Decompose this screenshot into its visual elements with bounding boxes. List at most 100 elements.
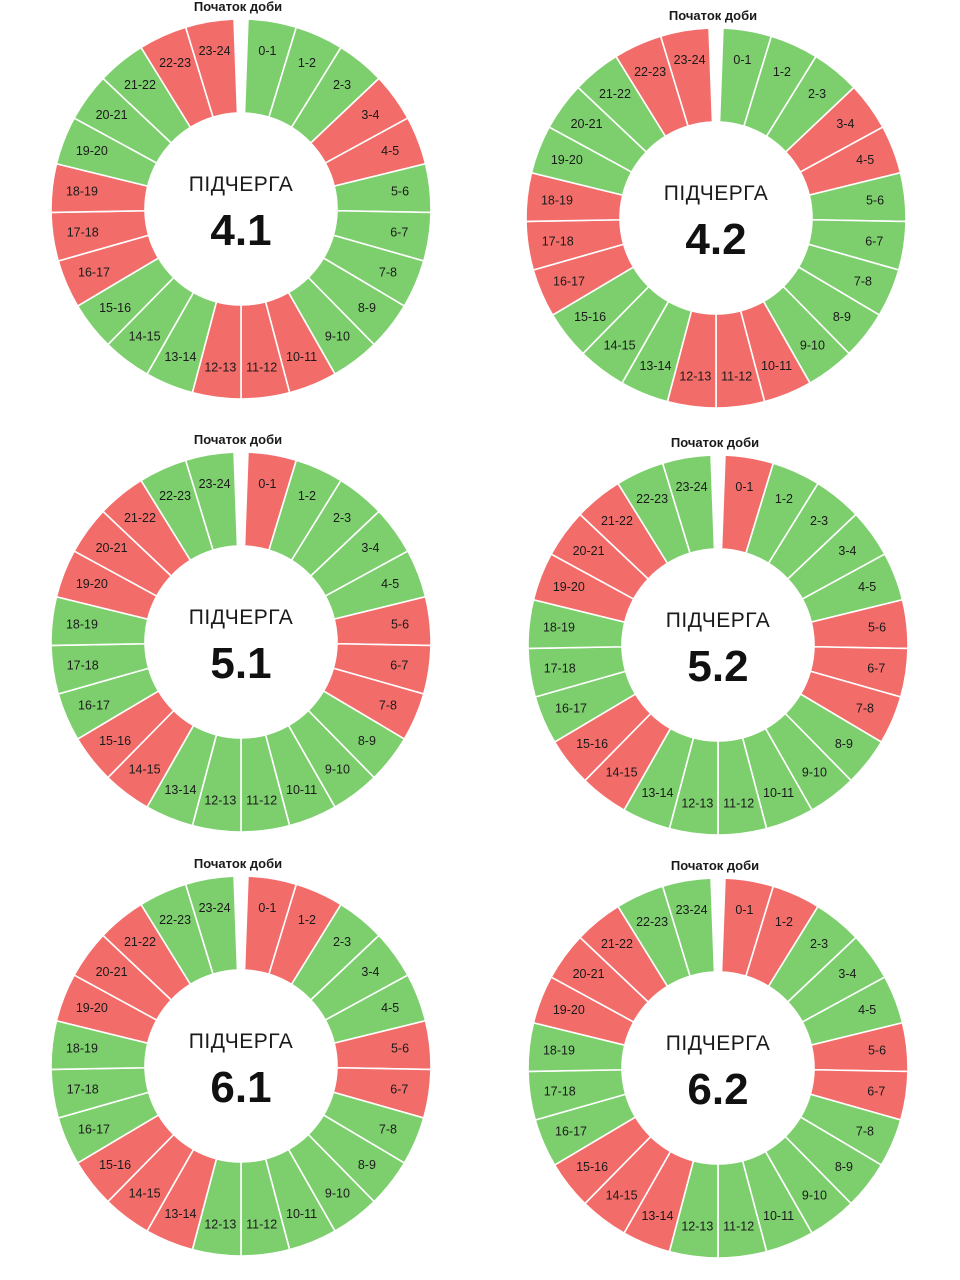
hour-label-5-2-23-24: 23-24: [676, 480, 708, 494]
hour-label-5-2-12-13: 12-13: [681, 797, 713, 811]
hour-label-4-2-6-7: 6-7: [865, 235, 883, 249]
hour-label-5-1-13-14: 13-14: [164, 783, 196, 797]
hour-label-5-2-3-4: 3-4: [838, 544, 856, 558]
donut-chart-4-2: 0-1 1-2 2-3 3-4 4-5 5-6 6-7 7-8 8-9 9-10 10-11 11-1…: [525, 8, 907, 409]
segment-5-1-23-24: [184, 451, 239, 552]
hour-label-6-1-14-15: 14-15: [129, 1187, 161, 1201]
hour-label-6-2-4-5: 4-5: [858, 1003, 876, 1017]
chart-panel-5-1: 0-1 1-2 2-3 3-4 4-5 5-6 6-7 7-8 8-9 9-10 10-11 11-1…: [0, 426, 480, 852]
hour-label-6-1-2-3: 2-3: [333, 935, 351, 949]
hour-label-6-2-0-1: 0-1: [735, 903, 753, 917]
hour-label-6-1-20-21: 20-21: [96, 965, 128, 979]
donut-chart-5-1: 0-1 1-2 2-3 3-4 4-5 5-6 6-7 7-8 8-9 9-10 10-11 11-1…: [50, 432, 432, 833]
hour-label-5-1-22-23: 22-23: [159, 489, 191, 503]
hour-label-4-1-12-13: 12-13: [204, 361, 236, 375]
hour-label-6-1-5-6: 5-6: [391, 1041, 409, 1055]
hour-label-5-2-7-8: 7-8: [856, 701, 874, 715]
hour-label-5-1-8-9: 8-9: [358, 734, 376, 748]
hour-label-5-2-21-22: 21-22: [601, 514, 633, 528]
hour-label-6-2-15-16: 15-16: [576, 1160, 608, 1174]
hour-label-4-1-17-18: 17-18: [67, 226, 99, 240]
hour-label-6-1-7-8: 7-8: [379, 1122, 397, 1136]
segment-6-1-23-24: [184, 875, 239, 976]
hour-label-5-2-4-5: 4-5: [858, 580, 876, 594]
hour-label-6-1-22-23: 22-23: [159, 913, 191, 927]
hour-label-6-2-2-3: 2-3: [810, 937, 828, 951]
hour-label-6-1-3-4: 3-4: [361, 965, 379, 979]
hour-label-6-1-1-2: 1-2: [298, 913, 316, 927]
hour-label-4-1-3-4: 3-4: [361, 108, 379, 122]
hour-label-6-2-6-7: 6-7: [867, 1085, 885, 1099]
hour-label-6-1-21-22: 21-22: [124, 935, 156, 949]
hour-label-5-1-3-4: 3-4: [361, 541, 379, 555]
hour-label-5-2-19-20: 19-20: [553, 580, 585, 594]
hour-label-4-1-1-2: 1-2: [298, 56, 316, 70]
hour-label-6-1-19-20: 19-20: [76, 1001, 108, 1015]
hour-label-5-1-20-21: 20-21: [96, 541, 128, 555]
hour-label-4-2-11-12: 11-12: [721, 370, 752, 384]
hour-label-4-2-20-21: 20-21: [571, 117, 603, 131]
hour-label-4-2-10-11: 10-11: [761, 359, 792, 373]
hour-label-4-1-21-22: 21-22: [124, 78, 156, 92]
subgroup-number-5-2: 5.2: [687, 642, 748, 691]
hour-label-5-2-9-10: 9-10: [802, 766, 827, 780]
hour-label-4-2-22-23: 22-23: [634, 65, 666, 79]
subgroup-caption-4-1: ПІДЧЕРГА: [189, 173, 293, 196]
hour-label-6-1-9-10: 9-10: [325, 1187, 350, 1201]
hour-label-4-1-7-8: 7-8: [379, 265, 397, 279]
hour-label-6-1-15-16: 15-16: [99, 1158, 131, 1172]
hour-label-5-1-4-5: 4-5: [381, 577, 399, 591]
hour-label-6-1-8-9: 8-9: [358, 1158, 376, 1172]
hour-label-6-2-3-4: 3-4: [838, 967, 856, 981]
hour-label-6-2-16-17: 16-17: [555, 1124, 587, 1138]
hour-label-5-1-18-19: 18-19: [66, 617, 98, 631]
chart-panel-6-2: 0-1 1-2 2-3 3-4 4-5 5-6 6-7 7-8 8-9 9-10 10-11 11-1…: [480, 852, 960, 1278]
subgroup-number-6-2: 6.2: [687, 1065, 748, 1114]
hour-label-5-2-17-18: 17-18: [544, 662, 576, 676]
hour-label-4-2-13-14: 13-14: [639, 359, 671, 373]
hour-label-4-1-23-24: 23-24: [199, 44, 231, 58]
hour-label-6-1-4-5: 4-5: [381, 1001, 399, 1015]
hour-label-4-2-18-19: 18-19: [541, 193, 573, 207]
hour-label-6-2-9-10: 9-10: [802, 1189, 827, 1203]
hour-label-5-2-1-2: 1-2: [775, 492, 793, 506]
hour-label-6-2-10-11: 10-11: [763, 1209, 794, 1223]
hour-label-4-2-8-9: 8-9: [833, 310, 851, 324]
hour-label-5-1-0-1: 0-1: [258, 477, 276, 491]
hour-label-6-2-1-2: 1-2: [775, 915, 793, 929]
hour-label-6-2-11-12: 11-12: [723, 1220, 754, 1234]
hour-label-5-2-18-19: 18-19: [543, 620, 575, 634]
chart-panel-4-2: 0-1 1-2 2-3 3-4 4-5 5-6 6-7 7-8 8-9 9-10 10-11 11-1…: [480, 0, 960, 426]
hour-label-4-1-14-15: 14-15: [129, 330, 161, 344]
hour-label-4-2-2-3: 2-3: [808, 87, 826, 101]
hour-label-6-2-20-21: 20-21: [573, 967, 605, 981]
hour-label-5-1-1-2: 1-2: [298, 489, 316, 503]
segment-4-2-23-24: [659, 27, 714, 128]
hour-label-6-1-12-13: 12-13: [204, 1218, 236, 1232]
hour-label-5-2-22-23: 22-23: [636, 492, 668, 506]
hour-label-4-1-16-17: 16-17: [78, 265, 110, 279]
hour-label-5-1-16-17: 16-17: [78, 698, 110, 712]
hour-label-5-1-7-8: 7-8: [379, 698, 397, 712]
hour-label-4-1-20-21: 20-21: [96, 108, 128, 122]
hour-label-6-1-17-18: 17-18: [67, 1083, 99, 1097]
donut-chart-6-2: 0-1 1-2 2-3 3-4 4-5 5-6 6-7 7-8 8-9 9-10 10-11 11-1…: [527, 858, 909, 1259]
hour-label-5-2-5-6: 5-6: [868, 620, 886, 634]
donut-chart-6-1: 0-1 1-2 2-3 3-4 4-5 5-6 6-7 7-8 8-9 9-10 10-11 11-1…: [50, 856, 432, 1257]
hour-label-6-2-19-20: 19-20: [553, 1003, 585, 1017]
hour-label-6-1-23-24: 23-24: [199, 901, 231, 915]
hour-label-5-1-6-7: 6-7: [390, 659, 408, 673]
hour-label-4-2-1-2: 1-2: [773, 65, 791, 79]
hour-label-6-1-10-11: 10-11: [286, 1207, 317, 1221]
hour-label-6-2-18-19: 18-19: [543, 1043, 575, 1057]
hour-label-4-1-13-14: 13-14: [164, 350, 196, 364]
hour-label-4-1-4-5: 4-5: [381, 144, 399, 158]
hour-label-5-1-2-3: 2-3: [333, 511, 351, 525]
hour-label-6-2-17-18: 17-18: [544, 1085, 576, 1099]
hour-label-6-2-23-24: 23-24: [676, 903, 708, 917]
subgroup-number-5-1: 5.1: [210, 639, 271, 688]
hour-label-4-1-18-19: 18-19: [66, 184, 98, 198]
hour-label-4-1-11-12: 11-12: [246, 361, 277, 375]
hour-label-4-2-15-16: 15-16: [574, 310, 606, 324]
